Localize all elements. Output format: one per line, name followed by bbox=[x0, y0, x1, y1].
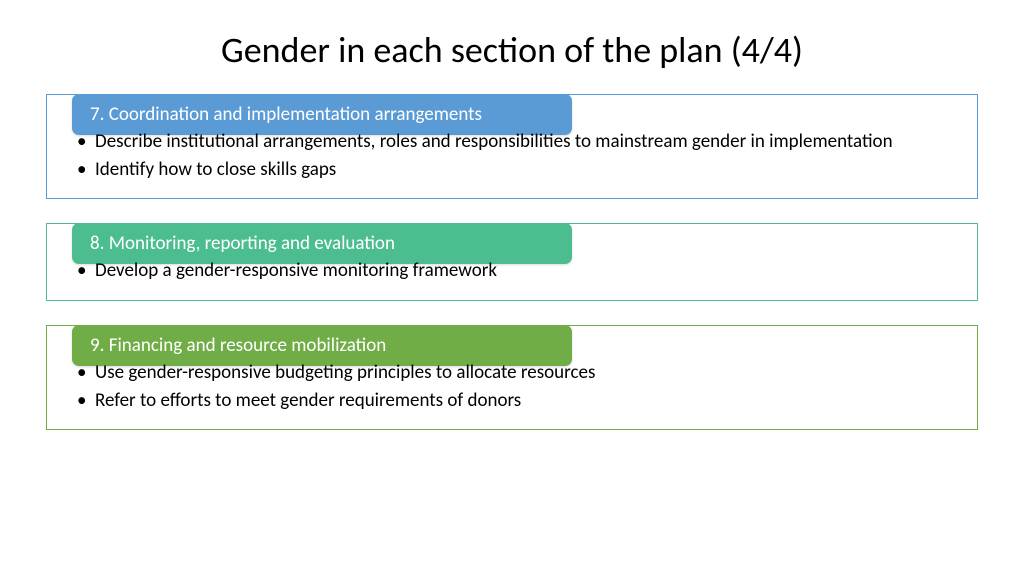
bullet-item: Describe institutional arrangements, rol… bbox=[77, 129, 953, 155]
slide-title: Gender in each section of the plan (4/4) bbox=[46, 28, 978, 72]
section-block: 9. Financing and resource mobilizationUs… bbox=[46, 325, 978, 430]
section-block: 7. Coordination and implementation arran… bbox=[46, 94, 978, 199]
bullet-list: Describe institutional arrangements, rol… bbox=[71, 129, 953, 182]
bullet-item: Use gender-responsive budgeting principl… bbox=[77, 360, 953, 386]
sections-container: 7. Coordination and implementation arran… bbox=[46, 94, 978, 430]
bullet-list: Develop a gender-responsive monitoring f… bbox=[71, 258, 953, 284]
bullet-item: Develop a gender-responsive monitoring f… bbox=[77, 258, 953, 284]
section-block: 8. Monitoring, reporting and evaluationD… bbox=[46, 223, 978, 301]
bullet-item: Refer to efforts to meet gender requirem… bbox=[77, 388, 953, 414]
bullet-list: Use gender-responsive budgeting principl… bbox=[71, 360, 953, 413]
bullet-item: Identify how to close skills gaps bbox=[77, 157, 953, 183]
